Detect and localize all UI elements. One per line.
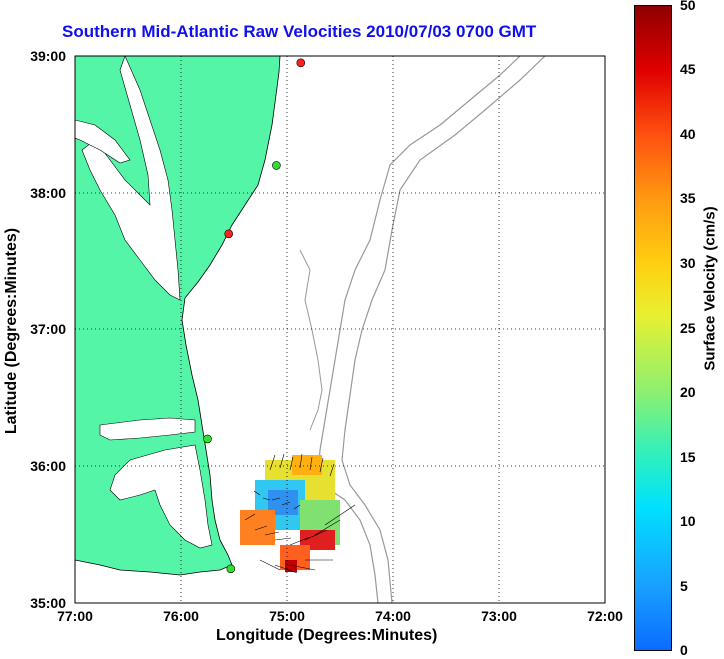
colorbar-tick: 0 <box>680 642 688 658</box>
colorbar-tick: 20 <box>680 384 696 400</box>
colorbar-tick: 40 <box>680 126 696 142</box>
colorbar-tick: 50 <box>680 0 696 13</box>
colorbar-label: Surface Velocity (cm/s) <box>701 206 719 371</box>
station-marker <box>272 161 281 170</box>
y-tick-label: 39:00 <box>30 48 66 64</box>
y-tick-label: 37:00 <box>30 321 66 337</box>
bathymetry-contour <box>317 56 521 603</box>
y-tick-label: 36:00 <box>30 458 66 474</box>
chart-title: Southern Mid-Atlantic Raw Velocities 201… <box>62 22 537 41</box>
chesapeake-bay <box>81 56 181 301</box>
x-tick-label: 75:00 <box>269 608 305 624</box>
station-markers <box>203 58 306 574</box>
y-tick-label: 35:00 <box>30 595 66 611</box>
colorbar-tick: 5 <box>680 578 688 594</box>
x-tick-label: 73:00 <box>481 608 517 624</box>
colorbar-tick: 35 <box>680 190 696 206</box>
x-tick-label: 74:00 <box>375 608 411 624</box>
pamlico-sound <box>109 444 213 549</box>
grid-lines <box>75 56 605 603</box>
potomac-river <box>75 119 131 164</box>
station-marker <box>203 434 212 444</box>
x-tick-label: 77:00 <box>57 608 93 624</box>
albemarle-sound <box>99 417 196 441</box>
colorbar-tick: 10 <box>680 513 696 529</box>
bathymetry-contour <box>341 56 546 603</box>
station-marker <box>224 229 233 239</box>
colorbar-tick: 45 <box>680 61 696 77</box>
station-marker <box>296 58 306 68</box>
x-axis-label: Longitude (Degrees:Minutes) <box>216 627 438 644</box>
colorbar-tick: 15 <box>680 449 696 465</box>
y-axis-label: Latitude (Degrees:Minutes) <box>3 227 20 435</box>
velocity-field <box>240 455 340 572</box>
colorbar-tick: 25 <box>680 320 696 336</box>
x-tick-label: 76:00 <box>163 608 199 624</box>
bathymetry-contour <box>299 249 323 431</box>
colorbar <box>634 5 672 651</box>
colorbar-tick: 30 <box>680 255 696 271</box>
velocity-vectors <box>244 453 356 574</box>
y-tick-label: 38:00 <box>30 185 66 201</box>
station-marker <box>226 564 236 574</box>
x-tick-label: 72:00 <box>587 608 623 624</box>
